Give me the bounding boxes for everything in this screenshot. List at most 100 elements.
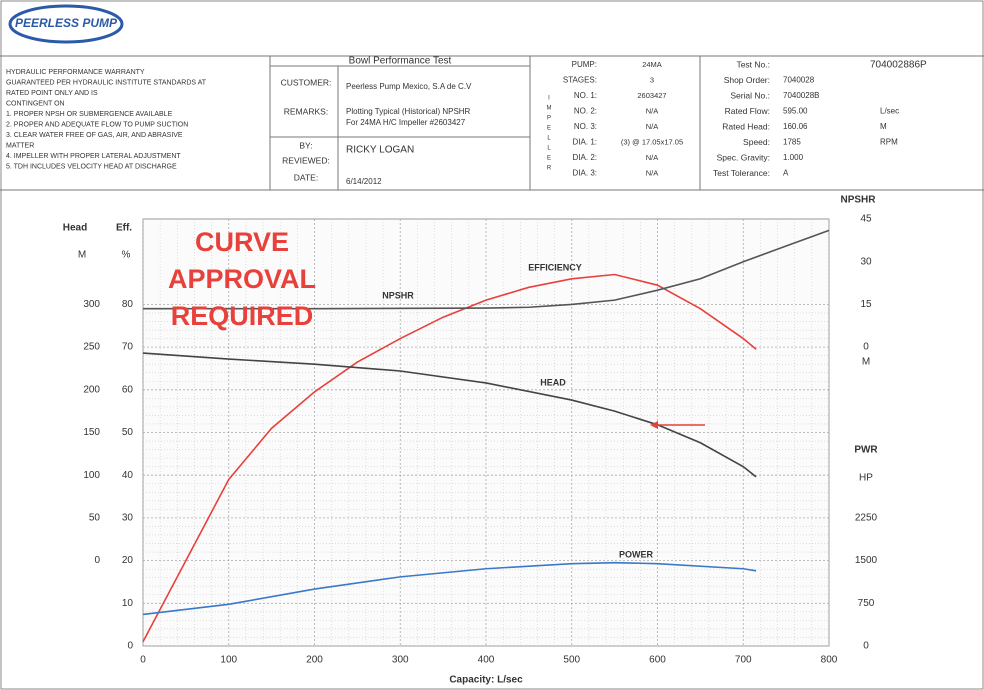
info-unit: M	[880, 122, 887, 131]
y-tick-label: 10	[122, 598, 134, 609]
arrow-head	[650, 421, 658, 429]
warranty-line: 5. TDH INCLUDES VELOCITY HEAD AT DISCHAR…	[6, 163, 177, 170]
side-letter: L	[547, 136, 551, 142]
pump-value: 2603427	[637, 91, 666, 100]
info-label: Spec. Gravity:	[717, 152, 770, 162]
axis-title: PWR	[854, 445, 878, 456]
y-tick-label: 50	[89, 513, 101, 524]
field-value: For 24MA H/C Impeller #2603427	[346, 118, 466, 127]
pump-label: NO. 3:	[574, 122, 597, 131]
approval-note: APPROVAL	[168, 264, 316, 294]
pump-value: N/A	[646, 122, 659, 131]
info-unit: L/sec	[880, 107, 899, 116]
x-tick-label: 800	[821, 655, 838, 666]
pump-value: 3	[650, 75, 654, 84]
axis-title: Eff.	[116, 223, 132, 234]
header: HYDRAULIC PERFORMANCE WARRANTY GUARANTEED…	[6, 59, 927, 186]
x-tick-label: 200	[306, 655, 323, 666]
logo: PEERLESS PUMP	[15, 16, 118, 30]
info-label: Rated Head:	[722, 121, 770, 131]
series-label: POWER	[619, 549, 654, 559]
y-tick-label: 70	[122, 342, 134, 353]
field-value: Peerless Pump Mexico, S.A de C.V	[346, 82, 472, 91]
side-letter: I	[548, 96, 550, 102]
axis-unit: %	[122, 250, 131, 261]
info-label: Shop Order:	[724, 75, 770, 85]
side-letter: L	[547, 146, 551, 152]
warranty-line: 2. PROPER AND ADEQUATE FLOW TO PUMP SUCT…	[6, 121, 188, 128]
info-value: A	[783, 169, 789, 178]
y-tick-label: 0	[127, 641, 133, 652]
axis-title: Head	[63, 223, 87, 234]
axis-unit: M	[78, 250, 86, 261]
side-letter: E	[547, 126, 551, 132]
pump-label: NO. 1:	[574, 91, 597, 100]
warranty-line: RATED POINT ONLY AND IS	[6, 90, 98, 97]
y-tick-label: 80	[122, 299, 134, 310]
info-value: 595.00	[783, 107, 808, 116]
side-letter: E	[547, 156, 551, 162]
field-label: REMARKS:	[284, 106, 328, 116]
y-tick-label: 300	[83, 299, 100, 310]
info-label: Rated Flow:	[725, 106, 770, 116]
info-label: Test No.:	[736, 59, 770, 69]
warranty-line: 1. PROPER NPSH OR SUBMERGENCE AVAILABLE	[6, 111, 173, 118]
x-tick-label: 400	[478, 655, 495, 666]
field-value: 6/14/2012	[346, 177, 382, 186]
y-tick-label: 40	[122, 470, 134, 481]
pump-value: N/A	[646, 106, 659, 115]
info-label: Test Tolerance:	[713, 168, 770, 178]
y-tick-label: 2250	[855, 513, 878, 524]
pump-label: DIA. 3:	[573, 169, 597, 178]
field-label: CUSTOMER:	[281, 77, 332, 87]
y-tick-label: 15	[860, 299, 872, 310]
x-tick-label: 600	[649, 655, 666, 666]
series-line	[143, 229, 830, 310]
side-letter: P	[547, 116, 551, 122]
field-value: Plotting Typical (Historical) NPSHR	[346, 107, 471, 116]
info-unit: RPM	[880, 138, 898, 147]
info-value: 7040028	[783, 76, 815, 85]
y-tick-label: 250	[83, 342, 100, 353]
info-value: 1.000	[783, 153, 804, 162]
y-tick-label: 30	[122, 513, 134, 524]
y-tick-label: 150	[83, 427, 100, 438]
y-tick-label: 60	[122, 384, 134, 395]
approval-note: REQUIRED	[171, 301, 314, 331]
y-tick-label: 50	[122, 427, 134, 438]
x-tick-label: 500	[563, 655, 580, 666]
series-label: HEAD	[540, 377, 566, 387]
y-tick-label: 100	[83, 470, 100, 481]
y-tick-label: 0	[863, 641, 869, 652]
series-line	[142, 561, 757, 616]
x-tick-label: 300	[392, 655, 409, 666]
axis-title: NPSHR	[840, 195, 876, 206]
warranty-line: 4. IMPELLER WITH PROPER LATERAL ADJUSTME…	[6, 153, 181, 160]
approval-note: CURVE	[195, 227, 289, 257]
y-tick-label: 1500	[855, 555, 878, 566]
warranty-line: GUARANTEED PER HYDRAULIC INSTITUTE STAND…	[6, 79, 207, 86]
y-tick-label: 0	[94, 555, 100, 566]
side-letter: R	[547, 166, 552, 172]
info-label: Speed:	[743, 137, 770, 147]
field-value: RICKY LOGAN	[346, 145, 414, 156]
warranty-line: CONTINGENT ON	[6, 100, 65, 107]
pump-label: DIA. 1:	[573, 138, 597, 147]
field-label: DATE:	[294, 172, 318, 182]
pump-label: STAGES:	[563, 76, 597, 85]
field-label: REVIEWED:	[282, 155, 330, 165]
axis-unit: HP	[859, 473, 873, 484]
series-label: EFFICIENCY	[528, 262, 582, 272]
info-value: 7040028B	[783, 91, 819, 100]
test-title: Bowl Performance Test	[349, 56, 452, 67]
series-label: NPSHR	[382, 290, 414, 300]
y-tick-label: 0	[863, 342, 869, 353]
side-letter: M	[547, 106, 552, 112]
field-label: BY:	[299, 140, 312, 150]
pump-label: PUMP:	[572, 60, 597, 69]
y-tick-label: 20	[122, 555, 134, 566]
x-axis-label: Capacity: L/sec	[449, 675, 523, 686]
pump-value: N/A	[646, 168, 659, 177]
